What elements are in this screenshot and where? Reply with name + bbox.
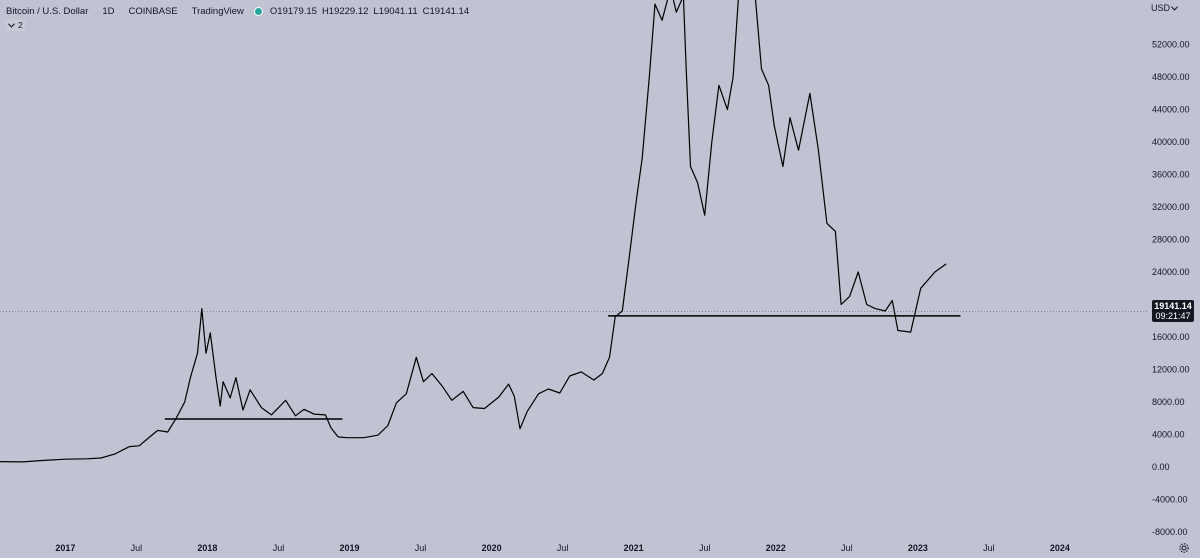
open-value: O19179.15 (269, 5, 317, 17)
x-tick-label: Jul (273, 543, 285, 553)
last-price-value: 19141.14 (1154, 301, 1192, 312)
gear-icon[interactable] (1178, 542, 1190, 554)
chevron-down-icon (8, 22, 15, 28)
bar-countdown: 09:21:47 (1155, 311, 1191, 322)
symbol-name[interactable]: Bitcoin / U.S. Dollar (6, 5, 89, 17)
close-value: C19141.14 (422, 5, 470, 17)
x-tick-label: 2017 (55, 543, 75, 553)
low-value: L19041.11 (373, 5, 418, 17)
y-tick-label: 4000.00 (1152, 429, 1185, 439)
market-status-icon[interactable] (253, 6, 263, 16)
currency-label: USD (1150, 3, 1170, 13)
x-tick-label: 2024 (1050, 543, 1070, 553)
y-tick-label: 52000.00 (1152, 40, 1190, 50)
y-tick-label: 32000.00 (1152, 202, 1190, 212)
y-tick-label: 16000.00 (1152, 332, 1190, 342)
y-tick-label: 36000.00 (1152, 170, 1190, 180)
x-tick-label: 2020 (482, 543, 502, 553)
indicator-toggle-button[interactable]: 2 (5, 19, 26, 31)
indicator-count: 2 (18, 20, 23, 30)
x-tick-label: Jul (415, 543, 427, 553)
y-tick-label: 24000.00 (1152, 267, 1190, 277)
y-tick-label: 8000.00 (1152, 397, 1185, 407)
x-tick-label: Jul (131, 543, 143, 553)
interval-label[interactable]: 1D (102, 5, 115, 17)
y-tick-label: 48000.00 (1152, 72, 1190, 82)
y-tick-label: 44000.00 (1152, 105, 1190, 115)
x-tick-label: Jul (983, 543, 995, 553)
x-tick-label: 2019 (339, 543, 359, 553)
x-tick-label: 2021 (624, 543, 644, 553)
support-lines[interactable] (164, 315, 961, 420)
chart-header: Bitcoin / U.S. Dollar 1D COINBASE Tradin… (6, 4, 469, 18)
price-series (0, 0, 947, 463)
price-line (0, 0, 947, 463)
y-tick-label: 28000.00 (1152, 235, 1190, 245)
y-tick-label: -4000.00 (1152, 494, 1188, 504)
y-tick-label: -8000.00 (1152, 527, 1188, 537)
y-tick-label: 0.00 (1152, 462, 1170, 472)
x-tick-label: 2023 (908, 543, 928, 553)
x-tick-label: Jul (557, 543, 569, 553)
x-tick-label: Jul (699, 543, 711, 553)
last-price-label: 19141.14 09:21:47 (1152, 300, 1194, 323)
price-axis[interactable]: 52000.00 48000.00 44000.00 40000.00 36000.00… (1152, 40, 1190, 537)
exchange-label: COINBASE (128, 5, 178, 17)
source-label: TradingView (191, 5, 244, 17)
x-tick-label: 2018 (197, 543, 217, 553)
x-tick-label: 2022 (766, 543, 786, 553)
currency-menu[interactable]: USD (1151, 3, 1178, 13)
chevron-down-icon (1171, 5, 1178, 11)
y-tick-label: 40000.00 (1152, 137, 1190, 147)
y-tick-label: 12000.00 (1152, 364, 1190, 374)
high-value: H19229.12 (321, 5, 369, 17)
x-tick-label: Jul (841, 543, 853, 553)
time-axis[interactable]: 2017 Jul 2018 Jul 2019 Jul 2020 Jul 2021 Jul 2022 J… (55, 543, 1070, 553)
ohlc-values: O19179.15 H19229.12 L19041.11 C19141.14 (270, 6, 469, 17)
